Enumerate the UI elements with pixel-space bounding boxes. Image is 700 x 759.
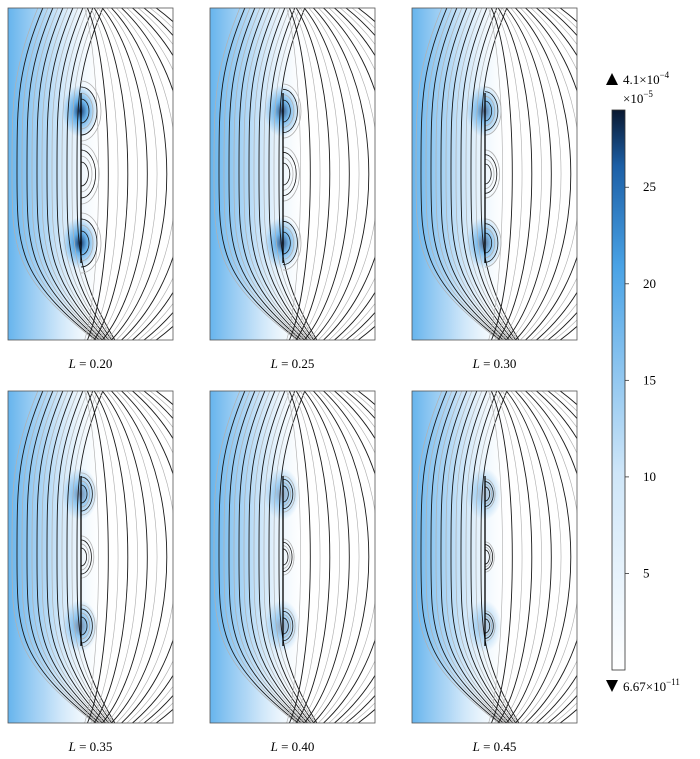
colorbar-scale-label: ×10−5 [623,89,653,106]
colorbar-gradient [611,109,626,671]
panel-label: L = 0.35 [68,739,113,754]
field-panel: L = 0.45 [411,390,578,754]
field-hotspots [264,85,300,269]
colorbar-tick-label: 5 [643,565,650,580]
field-panel: L = 0.25 [209,7,376,371]
triangle-up-icon [606,73,618,85]
triangle-down-icon [606,680,618,692]
panel-frame [209,390,376,724]
field-magnitude-band [210,8,375,340]
colorbar-tick-label: 15 [643,372,656,387]
panel-label: L = 0.45 [472,739,517,754]
field-panel: L = 0.35 [7,390,174,754]
field-magnitude-band [210,391,375,723]
field-hotspots [466,468,502,652]
colorbar-tick-label: 25 [643,179,656,194]
colorbar-tick-label: 10 [643,469,656,484]
panel-frame [7,390,174,724]
panel-label: L = 0.40 [270,739,315,754]
field-magnitude-band [412,8,577,340]
field-magnitude-band [8,391,173,723]
streamlines [11,8,173,340]
colorbar-tick-label: 20 [643,276,656,291]
panel-label: L = 0.30 [472,356,517,371]
colorbar: 5 10 15 20 25 4.1×10−4 ×10−5 6.67×10−11 [606,70,680,694]
panel-label: L = 0.20 [68,356,113,371]
panel-frame [411,390,578,724]
field-hotspots [466,85,502,269]
field-panel: L = 0.30 [411,7,578,371]
panel-frame [411,7,578,341]
panel-frame [209,7,376,341]
colorbar-min-label: 6.67×10−11 [623,677,680,694]
field-hotspots [62,468,98,652]
field-panel: L = 0.20 [7,7,174,371]
field-panel: L = 0.40 [209,390,376,754]
panel-frame [7,7,174,341]
field-magnitude-band [8,8,173,340]
colorbar-max-label: 4.1×10−4 [623,70,670,87]
panel-label: L = 0.25 [270,356,315,371]
streamlines [213,391,375,723]
